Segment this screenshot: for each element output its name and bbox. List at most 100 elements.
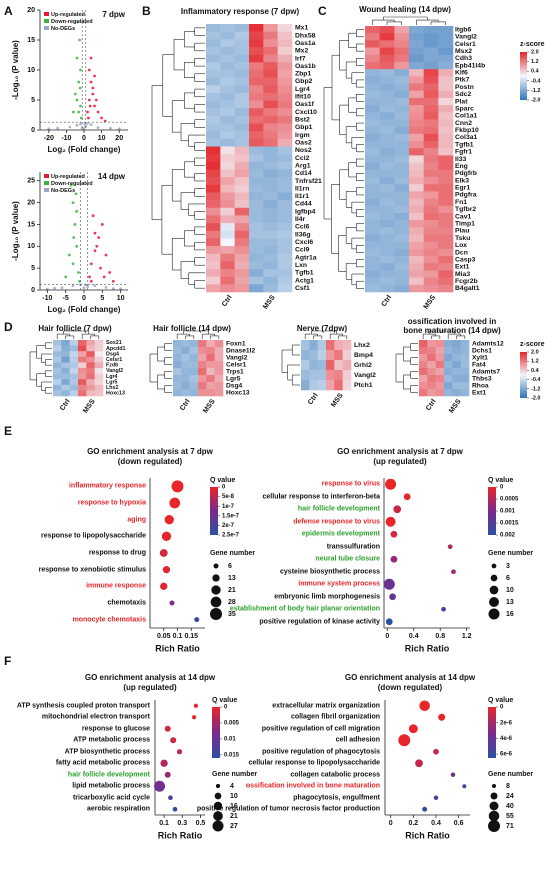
enrichment-dot [390,530,398,538]
heatmap-cell [78,356,87,363]
heatmap-cell [460,347,470,355]
heatmap-cell [435,368,445,376]
gene-label: Klf6 [455,70,468,77]
size-legend-label: 13 [506,599,514,606]
group-label: MSS [448,398,463,415]
heatmap-cell [409,248,424,257]
heatmap-cell [234,46,250,55]
heatmap-cell [379,176,395,185]
heatmap-cell [423,105,439,113]
heatmap-cell [78,340,87,346]
gene-label: Ptk7 [455,77,470,84]
heatmap-cell [220,115,235,124]
term-label: ossification involved in bone maturation [245,782,380,790]
heatmap-cell [365,256,380,264]
heatmap-cell [379,270,395,278]
heatmap-cell [234,69,250,78]
heatmap-cell [394,277,410,286]
x-tick-label: 0.05 [157,633,171,640]
heatmap-cell [277,46,293,55]
heatmap-cell [249,31,264,40]
heatmap-cell [249,54,264,63]
heatmap-cell [423,205,439,214]
term-label: cellular response to lipopolysaccharide [248,759,381,767]
heatmap-cell [234,100,250,109]
heatmap-cell [427,354,436,362]
heatmap-cell [277,39,293,48]
heatmap-cell [277,169,293,178]
volcano-point [86,110,89,114]
gene-label: Lgr5 [226,375,241,382]
volcano-point [82,127,86,131]
heatmap-cell [189,347,199,355]
legend-swatch [44,19,49,23]
gene-label: Celsr1 [226,361,247,368]
size-legend-dot [489,585,499,595]
heatmap-cell [379,284,395,293]
q-tick-label: 0.01 [224,736,236,742]
heatmap-cell [301,360,310,371]
heatmap-cell [444,340,453,348]
heatmap-cell [365,26,380,34]
heatmap-cell [379,155,395,163]
heatmap-cell [317,350,327,361]
gene-label: Lxn [295,262,307,269]
heatmap-cell [263,69,278,78]
heatmap-cell [69,340,79,346]
heatmap-cell [438,169,454,178]
heatmap-cell [249,123,264,132]
heatmap-cell [326,380,335,391]
heatmap-cell [263,161,278,170]
heatmap-cell [409,126,424,135]
heatmap-cell [61,356,70,363]
gene-label: Grhl2 [354,362,372,369]
gene-label: Apcdd1 [106,346,126,352]
size-legend-label: 16 [230,803,238,810]
size-legend-dot [214,792,222,800]
heatmap-cell [409,141,424,149]
heatmap-cell [444,382,453,390]
gene-label: Celsr1 [106,357,122,363]
heatmap-cell [78,368,87,374]
q-tick-label: 0.0015 [500,521,519,527]
volcano-point [87,68,91,72]
heatmap-cell [365,40,380,48]
heatmap-cell [173,354,182,362]
group-label: MSS [202,398,217,415]
colorbar-tick-label: -0.4 [531,78,541,84]
heatmap-cell [61,373,70,380]
x-tick-label: 0.15 [184,633,198,640]
heatmap-cell [423,40,439,48]
heatmap-cell [263,31,278,40]
heatmap-cell [379,90,395,99]
gene-label: Dsg4 [226,382,243,389]
volcano-point [86,285,90,288]
heatmap-cell [86,379,95,386]
gene-label: Lgr5 [106,379,118,385]
size-legend-title: Gene number [488,771,533,778]
heatmap-cell [423,162,439,171]
q-tick-label: 0 [500,705,504,711]
heatmap-cell [206,138,221,147]
heatmap-cell [206,253,221,262]
heatmap-cell [277,177,293,186]
heatmap-cell [452,361,461,369]
volcano-point [94,98,98,102]
heatmap-cell [277,115,293,124]
heatmap-cell [263,215,278,224]
heatmap-cell [365,112,380,120]
gene-label: Ext1 [472,389,486,396]
heatmap-cell [214,382,224,390]
volcano-point [73,223,77,226]
heatmap-cell [379,220,395,228]
heatmap-cell [394,90,410,99]
heatmap-cell [206,340,215,348]
heatmap-cell [409,97,424,106]
heatmap-cell [94,390,104,397]
heatmap-cell [249,24,264,32]
heatmap-cell [220,62,235,71]
heatmap-cell [206,215,221,224]
heatmap-cell [206,92,221,101]
heatmap-cell [69,373,79,380]
heatmap-cell [409,54,424,63]
